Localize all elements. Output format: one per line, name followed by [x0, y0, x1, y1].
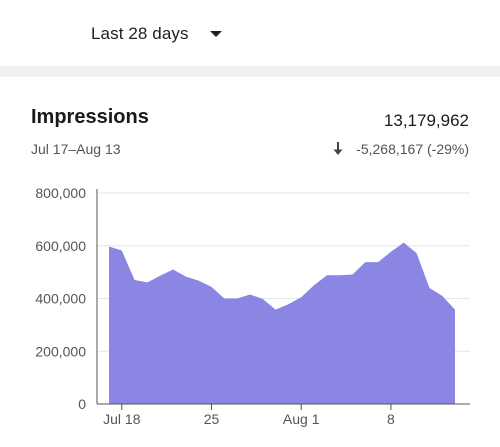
caret-down-icon [209, 31, 222, 37]
y-tick-label: 600,000 [35, 238, 86, 254]
arrow-down-icon [333, 142, 343, 155]
y-tick-label: 800,000 [35, 185, 86, 201]
y-tick-label: 400,000 [35, 291, 86, 307]
date-range-dropdown[interactable]: Last 28 days [91, 20, 222, 48]
metric-change-value: -5,268,167 (-29%) [356, 141, 469, 157]
x-tick-label: Aug 1 [283, 411, 320, 427]
date-range-dropdown-label: Last 28 days [91, 24, 189, 43]
x-tick-label: 8 [387, 411, 395, 427]
metric-title: Impressions [31, 106, 149, 128]
y-tick-label: 0 [78, 396, 86, 412]
x-tick-label: Jul 18 [103, 411, 141, 427]
x-tick-label: 25 [204, 411, 220, 427]
section-divider [0, 66, 500, 77]
chart-axes: 0 200,000 400,000 600,000 800,000 Jul 18 25 Aug… [35, 185, 470, 427]
metric-total-value: 13,179,962 [383, 111, 469, 130]
metric-date-range: Jul 17–Aug 13 [31, 141, 121, 157]
metric-change: -5,268,167 (-29%) [332, 141, 469, 157]
impressions-card[interactable]: Impressions 13,179,962 Jul 17–Aug 13 -5,… [0, 77, 500, 447]
impressions-area-series [109, 242, 455, 404]
y-tick-label: 200,000 [35, 343, 86, 359]
impressions-area-chart: 0 200,000 400,000 600,000 800,000 Jul 18 25 Aug… [35, 185, 470, 427]
top-bar: Last 28 days [0, 0, 500, 66]
chart-area-layer [109, 242, 455, 404]
